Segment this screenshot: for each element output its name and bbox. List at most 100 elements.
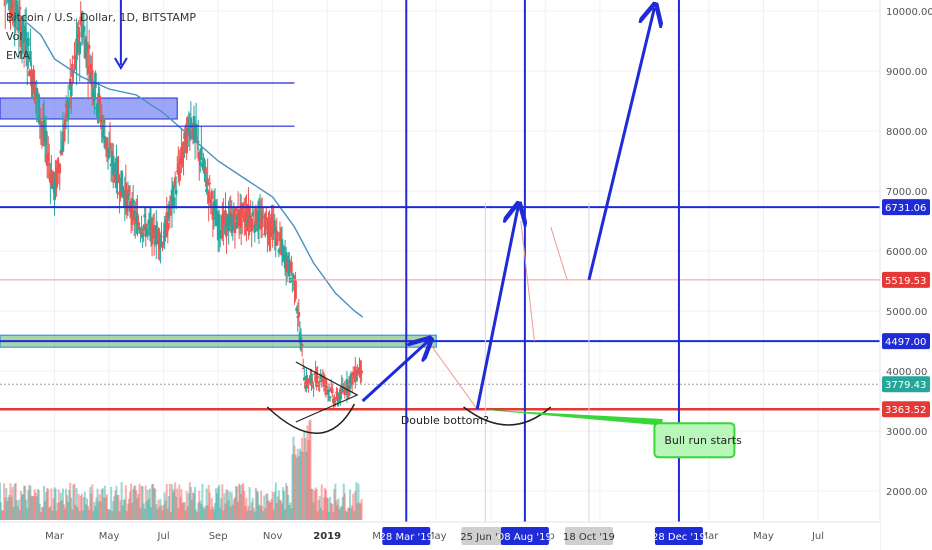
volume-bar <box>322 497 325 520</box>
candle-body <box>86 66 90 73</box>
volume-bar <box>97 501 100 520</box>
volume-bar <box>3 483 6 520</box>
candle-body <box>28 70 31 76</box>
volume-bar <box>211 506 214 520</box>
candle-body <box>194 123 198 141</box>
candle-body <box>90 70 94 88</box>
volume-bar <box>148 488 151 520</box>
candle-body <box>320 379 324 383</box>
volume-bar <box>236 486 239 520</box>
candle-body <box>307 382 310 386</box>
price-tick-label: 5000.00 <box>886 307 927 318</box>
date-tick-label: Sep <box>209 531 228 542</box>
volume-bar <box>87 505 90 520</box>
candle-body <box>206 178 209 186</box>
volume-bar <box>252 508 255 520</box>
volume-bar <box>126 503 129 520</box>
candle-body <box>159 241 162 247</box>
date-badge <box>500 527 549 545</box>
volume-bar <box>191 492 194 520</box>
volume-bar <box>247 506 250 520</box>
candle-body <box>254 206 258 226</box>
candle-body <box>196 140 200 143</box>
volume-bar <box>70 497 73 520</box>
date-badge <box>461 527 510 545</box>
volume-bar <box>91 484 94 520</box>
volume-bar <box>273 491 276 520</box>
volume-bar <box>304 438 307 520</box>
candle-body <box>319 373 323 379</box>
volume-bar <box>50 488 53 520</box>
volume-bar <box>269 502 272 520</box>
volume-bar <box>104 497 107 520</box>
candle-body <box>260 210 264 228</box>
candle-body <box>298 332 302 342</box>
candle-body <box>327 389 331 393</box>
candle-body <box>333 397 336 405</box>
volume-bar <box>152 483 155 520</box>
volume-bar <box>48 507 51 520</box>
candle-body <box>228 211 231 227</box>
candle-body <box>253 223 257 233</box>
volume-bar <box>142 503 145 520</box>
volume-bar <box>352 493 355 520</box>
candle-body <box>7 0 10 4</box>
volume-bar <box>318 495 321 520</box>
candle-body <box>281 248 285 261</box>
volume-bar <box>83 491 86 520</box>
volume-bar <box>39 511 42 520</box>
date-badge <box>382 527 431 545</box>
date-badge-label: 28 Mar '19 <box>380 532 433 543</box>
volume-bar <box>215 488 218 520</box>
volume-bar <box>60 500 63 520</box>
volume-bar <box>351 505 354 520</box>
volume-bar <box>105 494 108 520</box>
candle-body <box>102 120 106 124</box>
volume-bar <box>289 502 292 520</box>
candle-body <box>166 222 170 232</box>
volume-bar <box>52 498 55 520</box>
volume-bar <box>135 490 138 520</box>
candle-body <box>257 209 261 230</box>
candle-body <box>297 311 301 317</box>
projection-arrow <box>587 8 654 281</box>
volume-bar <box>341 496 344 520</box>
volume-bar <box>133 485 136 520</box>
volume-bar <box>335 500 338 520</box>
candle-body <box>113 163 116 173</box>
candle-body <box>292 274 295 276</box>
candle-body <box>343 387 347 395</box>
volume-bar <box>345 511 348 520</box>
candle-body <box>78 41 82 54</box>
volume-bar <box>229 506 232 520</box>
candle-body <box>73 55 76 59</box>
volume-bar <box>132 488 135 520</box>
volume-bar <box>292 436 295 520</box>
candle-body <box>172 197 176 207</box>
volume-bar <box>25 499 28 520</box>
candle-body <box>229 213 233 215</box>
date-tick-label: Nov <box>263 531 283 542</box>
volume-bar <box>348 507 351 520</box>
candle-body <box>82 26 86 30</box>
bull-run-label: Bull run starts <box>664 434 742 447</box>
volume-bar <box>343 493 346 520</box>
date-tick-label: Mar <box>45 531 65 542</box>
volume-bar <box>124 485 127 520</box>
candle-body <box>280 239 284 249</box>
volume-bar <box>64 508 67 520</box>
volume-bar <box>249 510 252 520</box>
volume-bar <box>217 487 220 520</box>
volume-bar <box>41 506 44 520</box>
candle-body <box>42 120 46 137</box>
candle-body <box>141 234 144 237</box>
candle-body <box>107 148 111 158</box>
volume-bar <box>321 510 324 520</box>
volume-bar <box>179 496 182 520</box>
candle-body <box>278 232 282 242</box>
volume-bar <box>251 497 254 520</box>
candle-body <box>354 366 357 383</box>
volume-bar <box>177 508 180 520</box>
candle-body <box>79 16 83 25</box>
